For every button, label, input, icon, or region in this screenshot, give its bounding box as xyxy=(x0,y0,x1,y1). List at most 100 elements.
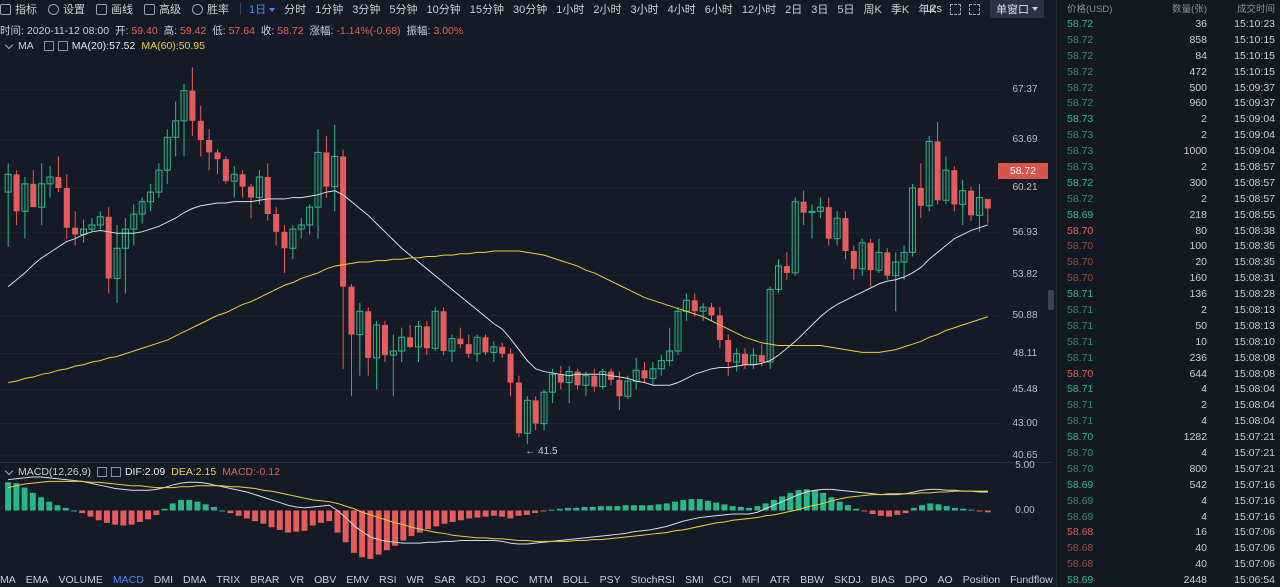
period-option[interactable]: 10分钟 xyxy=(426,4,461,16)
candle-body xyxy=(431,310,439,349)
indicator-tab[interactable]: StochRSI xyxy=(630,574,675,586)
indicator-tab[interactable]: DMA xyxy=(183,574,207,586)
trade-qty: 2 xyxy=(1201,160,1207,173)
period-option[interactable]: 2日 xyxy=(785,4,803,16)
candle xyxy=(833,211,841,246)
candle-body xyxy=(842,218,849,251)
draw-line-button[interactable]: 画线 xyxy=(96,1,133,17)
indicator-tab[interactable]: OBV xyxy=(314,574,337,586)
indicator-tab[interactable]: TRIX xyxy=(216,574,241,586)
high-label: 高: xyxy=(163,25,178,37)
period-option[interactable]: 年K xyxy=(918,4,937,16)
macd-chart[interactable] xyxy=(0,462,1000,574)
trade-time: 15:07:16 xyxy=(1234,510,1275,523)
indicator-tab[interactable]: SMI xyxy=(684,574,704,586)
period-option[interactable]: 3分钟 xyxy=(352,4,381,16)
period-option[interactable]: 3小时 xyxy=(630,4,659,16)
win-rate-button[interactable]: 胜率 xyxy=(192,1,229,17)
time-value: 2020-11-12 08:00 xyxy=(26,25,110,37)
period-option[interactable]: 6小时 xyxy=(704,4,733,16)
trades-header: 价格(USD) 数量(张) 成交时间 xyxy=(1057,0,1280,16)
candle xyxy=(632,357,640,390)
period-option[interactable]: 周K xyxy=(863,4,882,16)
dea-value: DEA:2.15 xyxy=(171,466,217,478)
indicator-tab[interactable]: Fundflow xyxy=(1010,574,1053,586)
candle xyxy=(4,163,12,247)
period-option[interactable]: 1分钟 xyxy=(315,4,344,16)
indicator-tab[interactable]: MACD xyxy=(112,574,144,586)
candle-body xyxy=(515,382,522,434)
period-option[interactable]: 30分钟 xyxy=(513,4,548,16)
candle-body xyxy=(323,152,330,187)
close-icon[interactable] xyxy=(57,41,68,51)
indicator-tab[interactable]: BIAS xyxy=(870,574,895,586)
trades-panel: 价格(USD) 数量(张) 成交时间 58.72 36 15:10:23 58.72 8… xyxy=(1056,0,1280,587)
indicator-button[interactable]: 指标 xyxy=(0,1,37,17)
expand-icon[interactable] xyxy=(969,3,980,15)
period-option[interactable]: 1小时 xyxy=(556,4,585,16)
period-option[interactable]: 3日 xyxy=(811,4,829,16)
period-option[interactable]: 分时 xyxy=(284,4,307,16)
indicator-tab[interactable]: ATR xyxy=(769,574,791,586)
indicator-tab[interactable]: RSI xyxy=(379,574,397,586)
advanced-button[interactable]: 高级 xyxy=(144,1,181,17)
indicator-tab[interactable]: EMA xyxy=(25,574,49,586)
candle-body xyxy=(482,337,489,353)
trade-time: 15:08:04 xyxy=(1234,415,1275,428)
period-option[interactable]: 2小时 xyxy=(593,4,622,16)
macd-bar xyxy=(853,508,860,511)
indicator-tab[interactable]: BOLL xyxy=(562,574,590,586)
candle xyxy=(138,197,146,224)
indicator-tab[interactable]: ROC xyxy=(495,574,519,586)
indicator-tab[interactable]: WR xyxy=(406,574,425,586)
candle xyxy=(38,163,46,225)
gear-icon[interactable] xyxy=(96,467,107,477)
macd-bar xyxy=(548,509,555,511)
indicator-tab[interactable]: KDJ xyxy=(465,574,486,586)
indicator-tab[interactable]: SAR xyxy=(434,574,456,586)
indicator-tab[interactable]: CCI xyxy=(713,574,732,586)
panel-collapse-handle[interactable] xyxy=(1048,290,1054,310)
indicator-tab[interactable]: Position xyxy=(962,574,1001,586)
fullscreen-icon[interactable] xyxy=(950,3,961,15)
window-mode-button[interactable]: 单窗口 xyxy=(990,0,1044,18)
trade-qty: 36 xyxy=(1195,17,1207,30)
period-selector[interactable]: 1日 xyxy=(249,1,276,17)
macd-bar xyxy=(309,510,316,526)
pane-divider[interactable] xyxy=(0,462,1052,463)
indicator-tab[interactable]: PSY xyxy=(599,574,621,586)
period-option[interactable]: 5日 xyxy=(837,4,855,16)
chevron-down-icon[interactable] xyxy=(4,40,14,49)
settings-button[interactable]: 设置 xyxy=(48,1,85,17)
period-option[interactable]: 季K xyxy=(890,4,910,16)
indicator-tab[interactable]: VR xyxy=(289,574,305,586)
candlestick-chart[interactable]: ← 41.5 xyxy=(0,40,1000,462)
refresh-interval[interactable]: 12s xyxy=(924,3,942,15)
period-option[interactable]: 12小时 xyxy=(741,4,777,16)
indicator-tab[interactable]: AO xyxy=(937,574,953,586)
trade-row: 58.71 4 15:08:04 xyxy=(1057,413,1280,429)
candle-body xyxy=(548,373,556,393)
indicator-tab[interactable]: MA xyxy=(0,574,16,586)
candle xyxy=(557,366,564,390)
period-option[interactable]: 15分钟 xyxy=(469,4,504,16)
indicator-tab[interactable]: BRAR xyxy=(250,574,280,586)
indicator-tab[interactable]: EMV xyxy=(346,574,370,586)
indicator-tab[interactable]: MFI xyxy=(741,574,760,586)
period-option[interactable]: 4小时 xyxy=(667,4,696,16)
gear-icon[interactable] xyxy=(43,41,54,51)
indicator-tab[interactable]: SKDJ xyxy=(833,574,861,586)
trade-qty: 50 xyxy=(1195,319,1207,332)
macd-bar xyxy=(606,506,613,511)
indicator-tab[interactable]: DMI xyxy=(153,574,174,586)
indicator-tab[interactable]: DPO xyxy=(904,574,928,586)
candle xyxy=(121,218,129,294)
indicator-tab[interactable]: BBW xyxy=(800,574,824,586)
indicator-tab[interactable]: MTM xyxy=(528,574,553,586)
trade-price: 58.72 xyxy=(1067,97,1094,110)
chevron-down-icon[interactable] xyxy=(4,466,14,475)
period-option[interactable]: 5分钟 xyxy=(389,4,418,16)
close-icon[interactable] xyxy=(110,467,121,477)
indicator-tab[interactable]: VOLUME xyxy=(58,574,103,586)
